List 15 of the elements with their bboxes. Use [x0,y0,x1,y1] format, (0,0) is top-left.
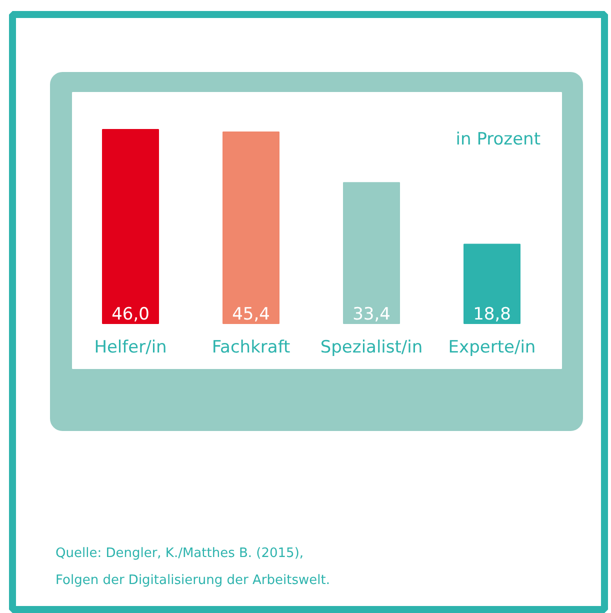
text: Folgen der Digitalisierung der Arbeitswelt. [56,573,330,588]
bar [102,129,159,324]
bar [343,182,400,324]
x-tick-label: Experte/in [448,338,536,358]
x-tick-label: Fachkraft [212,338,291,358]
bar [464,244,520,324]
data-label: 45,4 [232,304,270,324]
source-note: Quelle: Dengler, K./Matthes B. (2015), [56,546,304,561]
data-label: 46,0 [112,304,150,324]
data-label: 18,8 [473,304,511,324]
x-tick-label: Helfer/in [94,338,167,358]
data-label: 33,4 [352,304,390,324]
y-axis-title: in Prozent [456,130,541,150]
bar [222,132,280,324]
x-tick-label: Spezialist/in [320,338,423,358]
